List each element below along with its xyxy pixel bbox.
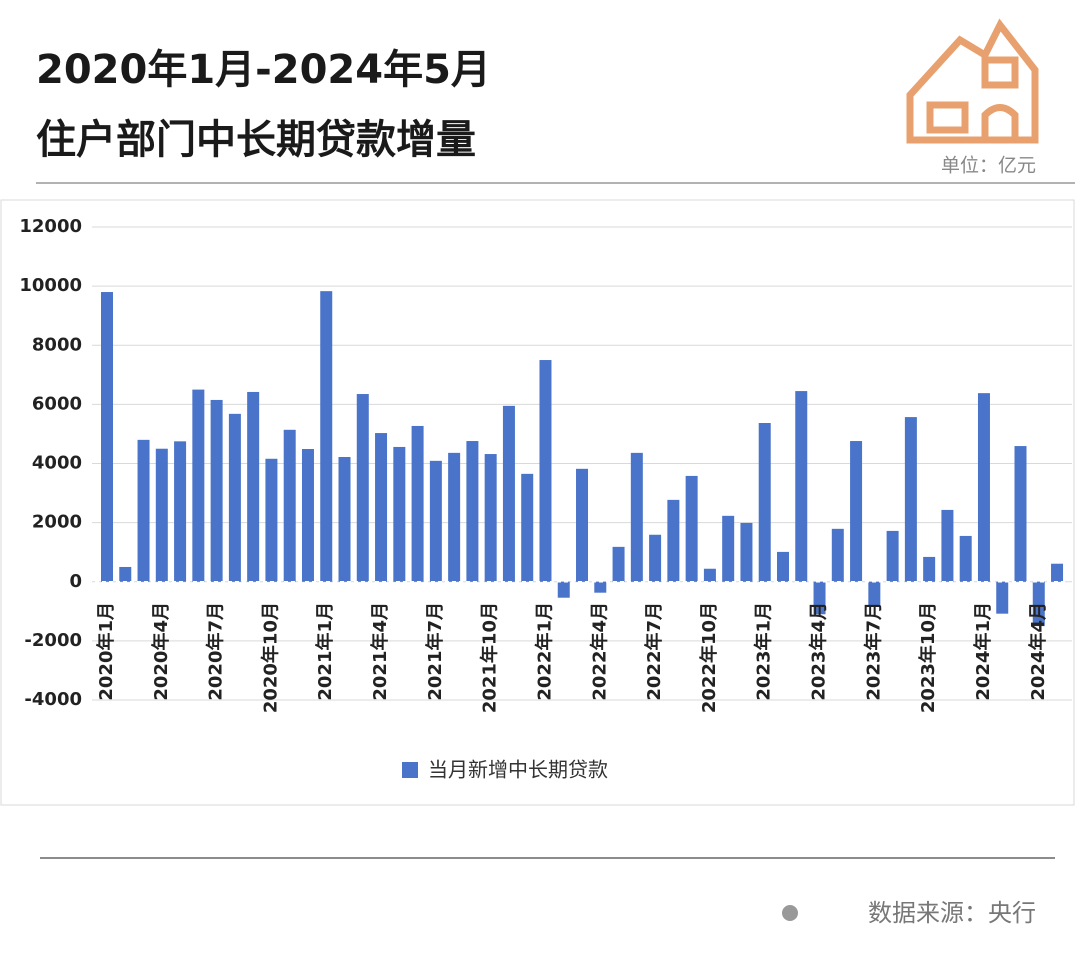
bar xyxy=(776,551,789,582)
bar xyxy=(137,439,150,582)
x-tick-label: 2021年4月 xyxy=(369,602,391,701)
bar xyxy=(941,509,954,582)
y-tick-label: 8000 xyxy=(32,334,82,355)
bar xyxy=(576,468,589,582)
bar xyxy=(758,422,771,582)
bar xyxy=(685,475,698,582)
bar xyxy=(429,460,442,582)
bar xyxy=(228,413,241,582)
house-icon xyxy=(906,18,1039,144)
y-tick-label: -4000 xyxy=(24,689,82,710)
x-tick-label: 2022年1月 xyxy=(533,602,555,701)
bar xyxy=(630,452,643,582)
bar xyxy=(393,446,406,582)
x-tick-label: 2020年10月 xyxy=(259,602,281,713)
bar xyxy=(448,452,461,582)
legend-swatch xyxy=(402,762,418,778)
x-tick-label: 2024年4月 xyxy=(1027,602,1049,701)
bar xyxy=(795,391,808,582)
bar xyxy=(977,393,990,582)
bar xyxy=(557,581,570,598)
y-tick-label: 4000 xyxy=(32,453,82,474)
chart-title: 2020年1月-2024年5月 xyxy=(36,47,491,93)
bar xyxy=(904,417,917,582)
x-tick-label: 2022年7月 xyxy=(643,602,665,701)
bar xyxy=(886,530,899,582)
bar xyxy=(722,515,735,582)
bar xyxy=(375,433,388,582)
bar xyxy=(192,389,205,582)
y-tick-label: 10000 xyxy=(19,275,82,296)
x-tick-label: 2020年4月 xyxy=(150,602,172,701)
bar xyxy=(1014,446,1027,582)
bar xyxy=(740,522,753,582)
bar xyxy=(850,441,863,582)
bar xyxy=(868,581,881,606)
bar xyxy=(649,534,662,582)
bar xyxy=(411,425,424,582)
bar xyxy=(703,568,716,582)
bar xyxy=(119,566,132,582)
chart-subtitle: 住户部门中长期贷款增量 xyxy=(36,117,476,163)
bar xyxy=(320,291,333,582)
x-tick-label: 2024年1月 xyxy=(972,602,994,701)
x-tick-label: 2020年7月 xyxy=(205,602,227,701)
y-tick-label: 2000 xyxy=(32,512,82,533)
bar xyxy=(521,473,534,582)
bar xyxy=(1051,563,1064,582)
unit-label: 单位：亿元 xyxy=(941,155,1036,177)
bar xyxy=(594,581,607,593)
x-tick-label: 2021年1月 xyxy=(314,602,336,701)
bar xyxy=(466,441,479,582)
x-tick-label: 2022年4月 xyxy=(588,602,610,701)
x-tick-label: 2023年10月 xyxy=(917,602,939,713)
bar xyxy=(265,458,278,582)
x-tick-label: 2020年1月 xyxy=(95,602,117,701)
x-tick-label: 2021年7月 xyxy=(424,602,446,701)
bar xyxy=(539,360,552,582)
x-tick-label: 2023年7月 xyxy=(862,602,884,701)
bar xyxy=(667,499,680,582)
bar xyxy=(612,546,625,582)
bar xyxy=(247,391,260,582)
bar xyxy=(923,556,936,582)
bar xyxy=(101,292,113,582)
bar xyxy=(338,456,351,582)
source-dot xyxy=(782,905,798,921)
bar xyxy=(210,399,223,582)
bar xyxy=(155,448,168,582)
bar xyxy=(831,528,844,582)
bar xyxy=(1032,581,1045,627)
y-tick-label: -2000 xyxy=(24,630,82,651)
source: 数据来源：央行 xyxy=(868,899,1036,927)
legend-label: 当月新增中长期贷款 xyxy=(428,758,608,782)
bar xyxy=(484,454,497,582)
bar xyxy=(959,535,972,582)
bar xyxy=(301,449,314,582)
bar xyxy=(813,581,826,615)
y-tick-label: 12000 xyxy=(19,216,82,237)
bar xyxy=(356,394,369,582)
y-tick-label: 0 xyxy=(69,571,82,592)
x-tick-label: 2023年4月 xyxy=(808,602,830,701)
y-tick-label: 6000 xyxy=(32,393,82,414)
x-tick-label: 2022年10月 xyxy=(698,602,720,713)
bar xyxy=(283,429,296,582)
bar xyxy=(502,405,515,582)
x-tick-label: 2021年10月 xyxy=(479,602,501,713)
bar xyxy=(174,441,187,582)
plot: -4000 -2000 0 2000 4000 6000 8000 10000 12000 202… xyxy=(19,216,1072,782)
plot-frame xyxy=(0,199,1075,806)
bar xyxy=(996,581,1009,614)
x-tick-label: 2023年1月 xyxy=(753,602,775,701)
